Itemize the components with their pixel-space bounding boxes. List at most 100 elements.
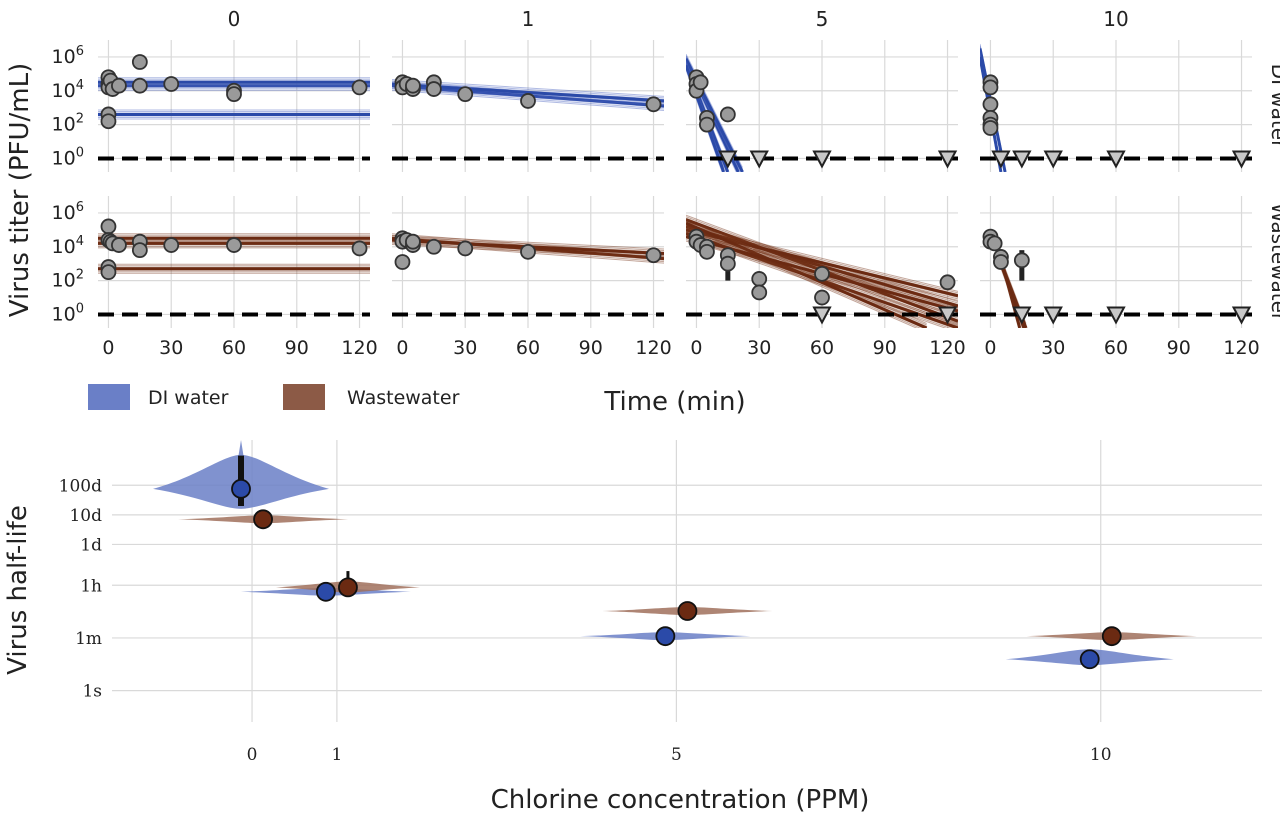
y-tick-label: 102 xyxy=(52,268,84,292)
data-point xyxy=(405,233,421,250)
panel-data xyxy=(686,214,958,328)
x-tick-label: 0 xyxy=(102,337,114,359)
censored-point xyxy=(749,150,769,169)
fit-line xyxy=(686,228,958,298)
data-point xyxy=(351,79,368,96)
legend: DI water Wastewater xyxy=(88,384,460,410)
data-point xyxy=(163,76,180,92)
data-point xyxy=(100,113,117,130)
data-point xyxy=(993,254,1009,270)
posterior-fit-line xyxy=(686,226,958,294)
data-point xyxy=(986,235,1003,252)
data-point xyxy=(814,289,830,306)
x-tick-label: 60 xyxy=(810,337,834,359)
y-tick-label: 1h xyxy=(80,576,102,596)
x-tick-label: 60 xyxy=(1104,337,1128,359)
facet-panel xyxy=(392,196,664,328)
x-tick-label: 60 xyxy=(222,337,246,359)
data-point xyxy=(425,81,442,97)
data-point xyxy=(520,243,536,260)
x-tick-label: 0 xyxy=(247,745,258,765)
facet-panel xyxy=(686,196,958,328)
x-tick-label: 1 xyxy=(331,745,342,765)
posterior-fit-line xyxy=(392,236,664,252)
data-point xyxy=(645,247,662,264)
time-axis-title: Time (min) xyxy=(603,387,745,417)
censored-point xyxy=(937,150,958,169)
violin-series xyxy=(178,515,1197,641)
median-marker xyxy=(315,581,336,602)
data-point xyxy=(226,237,242,253)
x-tick-label: 10 xyxy=(1090,745,1112,765)
x-tick-label: 30 xyxy=(747,337,771,359)
x-tick-label: 90 xyxy=(1167,337,1191,359)
censored-point xyxy=(991,150,1011,169)
x-tick-label: 0 xyxy=(690,337,702,359)
y-tick-label: 104 xyxy=(52,78,84,102)
data-point xyxy=(751,284,768,301)
censored-point xyxy=(1231,150,1252,169)
x-tick-label: 120 xyxy=(635,337,671,359)
x-tick-label: 90 xyxy=(579,337,603,359)
y-tick-label: 10d xyxy=(69,506,102,526)
x-tick-label: 120 xyxy=(341,337,377,359)
data-point xyxy=(111,77,127,94)
x-tick-label: 60 xyxy=(516,337,540,359)
y-tick-label: 1s xyxy=(82,682,102,702)
panel-data xyxy=(98,218,370,317)
median-marker xyxy=(677,601,698,621)
legend-swatch-wastewater xyxy=(283,384,325,410)
censored-point xyxy=(812,306,832,325)
y-tick-label: 106 xyxy=(52,44,84,68)
data-point xyxy=(100,218,117,235)
censored-point xyxy=(1043,306,1063,325)
data-point xyxy=(719,106,736,123)
data-point xyxy=(692,74,709,91)
data-point xyxy=(131,54,148,70)
facet-panel xyxy=(980,40,1252,172)
data-point xyxy=(163,237,180,253)
data-point xyxy=(645,96,662,113)
y-tick-label: 1m xyxy=(75,629,102,649)
censored-point xyxy=(718,150,738,169)
censored-point xyxy=(1043,150,1063,169)
legend-label-di-water: DI water xyxy=(148,387,229,409)
y-tick-label: 100d xyxy=(59,476,102,496)
data-point xyxy=(751,271,768,287)
median-marker xyxy=(253,509,273,530)
data-point xyxy=(351,240,368,257)
data-point xyxy=(425,238,442,255)
data-point xyxy=(982,120,999,136)
panel-data xyxy=(392,74,664,161)
x-tick-label: 30 xyxy=(1041,337,1065,359)
median-marker xyxy=(231,478,251,499)
data-point xyxy=(982,96,999,113)
legend-swatch-di-water xyxy=(88,384,130,410)
data-point xyxy=(939,274,956,291)
y-tick-label: 100 xyxy=(52,145,84,169)
censored-point xyxy=(1231,306,1252,325)
facet-column-label: 5 xyxy=(816,7,829,31)
data-point xyxy=(405,77,421,94)
facet-column-label: 10 xyxy=(1103,7,1128,31)
data-point xyxy=(814,265,830,282)
x-tick-label: 0 xyxy=(984,337,996,359)
censored-point xyxy=(812,150,832,169)
panel-data xyxy=(980,228,1252,328)
data-point xyxy=(457,86,474,103)
facet-column-label: 0 xyxy=(228,7,241,31)
panel-data xyxy=(980,43,1252,172)
censored-point xyxy=(937,306,958,325)
y-tick-label: 1d xyxy=(80,535,102,555)
x-tick-label: 5 xyxy=(671,745,682,765)
half-life-violin-chart: 0 1 5 10 100d 10d 1d 1h 1m 1s xyxy=(59,440,1262,765)
facet-panel xyxy=(98,196,370,328)
x-tick-label: 120 xyxy=(1223,337,1259,359)
data-point xyxy=(719,255,736,272)
censored-point xyxy=(1106,306,1126,325)
median-marker xyxy=(655,626,676,647)
data-point xyxy=(699,243,715,260)
legend-label-wastewater: Wastewater xyxy=(347,387,460,409)
half-life-axis-title: Virus half-life xyxy=(3,505,33,675)
